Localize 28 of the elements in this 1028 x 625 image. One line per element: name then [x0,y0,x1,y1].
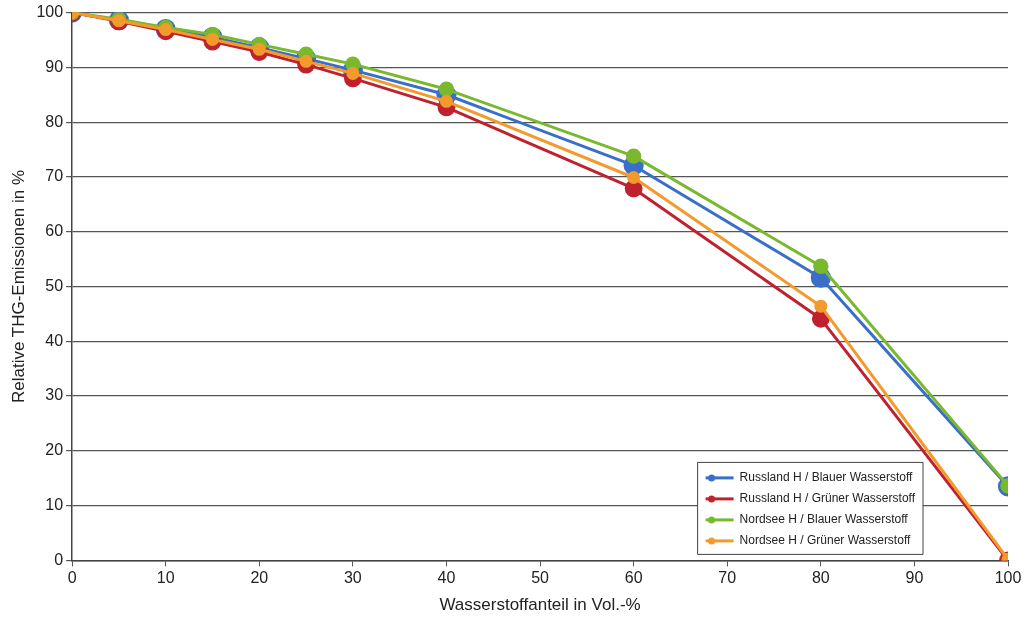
legend-label: Russland H / Blauer Wasserstoff [739,470,914,485]
y-tick-label: 20 [45,441,64,459]
y-tick-label: 40 [45,331,64,349]
y-tick-label: 10 [45,496,64,514]
x-tick-label: 10 [156,569,175,587]
y-tick-label: 100 [36,3,64,21]
x-tick-label: 50 [531,569,550,587]
x-axis-title: Wasserstoffanteil in Vol.-% [439,595,641,615]
legend-label: Nordsee H / Grüner Wasserstoff [739,533,911,548]
x-tick-label: 0 [67,569,77,587]
x-tick-label: 70 [718,569,737,587]
x-tick-label: 30 [343,569,362,587]
x-tick-label: 100 [994,569,1022,587]
x-tick-label: 40 [437,569,456,587]
x-tick-label: 60 [624,569,643,587]
y-tick-label: 80 [45,112,64,130]
legend-label: Russland H / Grüner Wasserstoff [739,491,916,506]
y-tick-label: 0 [54,550,64,568]
x-tick-label: 90 [905,569,924,587]
x-tick-label: 80 [811,569,830,587]
legend-label: Nordsee H / Blauer Wasserstoff [739,512,909,527]
y-axis-title: Relative THG-Emissionen in % [8,169,28,404]
y-tick-label: 50 [45,276,64,294]
y-tick-label: 90 [45,57,64,75]
y-tick-label: 70 [45,167,64,185]
x-tick-label: 20 [250,569,269,587]
y-tick-label: 30 [45,386,64,404]
y-tick-label: 60 [45,222,64,240]
